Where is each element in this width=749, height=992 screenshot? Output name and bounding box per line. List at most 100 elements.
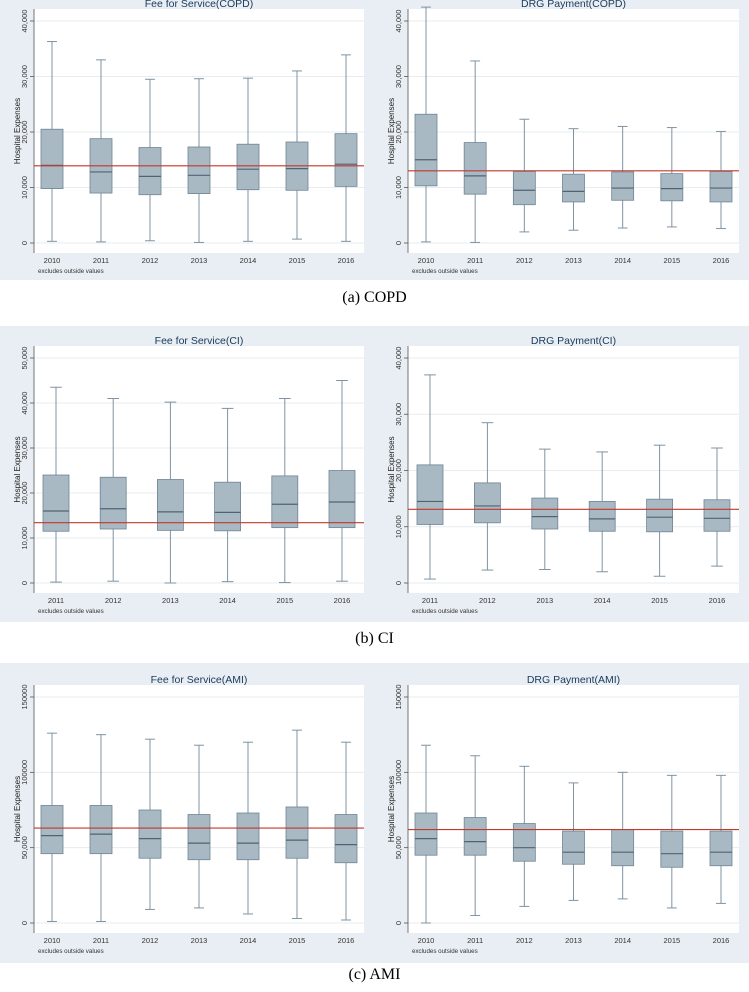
y-tick-label: 100000 <box>394 760 403 785</box>
box-2011 <box>42 386 70 583</box>
box-2013 <box>562 782 585 901</box>
box-plot-drg-ami: DRG Payment(AMI) 0 50,000 100000 150000 Hospi… <box>387 674 739 955</box>
chart-title: Fee for Service(AMI) <box>151 674 248 686</box>
iqr-box <box>334 814 358 864</box>
box-2016 <box>709 774 733 904</box>
iqr-box <box>89 805 113 855</box>
iqr-box <box>660 830 684 868</box>
y-tick-label: 0 <box>394 241 403 245</box>
iqr-box <box>611 171 635 201</box>
iqr-box <box>703 499 731 532</box>
iqr-box <box>187 814 211 861</box>
y-axis-label: Hospital Expenses <box>13 436 22 502</box>
x-tick-label: 2016 <box>713 256 730 265</box>
excludes-outside-values-note: excludes outside values <box>38 948 104 955</box>
x-tick-label: 2012 <box>142 936 159 945</box>
x-tick-label: 2011 <box>467 256 483 265</box>
y-tick-label: 20,000 <box>20 482 29 505</box>
x-tick-label: 2013 <box>162 596 179 605</box>
x-tick-label: 2011 <box>48 596 64 605</box>
x-tick-label: 2016 <box>338 256 355 265</box>
chart-title: DRG Payment(CI) <box>531 335 616 347</box>
box-2014 <box>611 771 635 900</box>
box-2013 <box>531 448 559 570</box>
iqr-box <box>285 806 309 859</box>
box-2015 <box>646 444 674 577</box>
iqr-box <box>271 475 299 529</box>
iqr-box <box>187 146 211 195</box>
iqr-box <box>328 470 356 529</box>
box-2010 <box>414 6 438 243</box>
y-tick-label: 20,000 <box>20 121 29 144</box>
x-tick-label: 2011 <box>93 256 109 265</box>
box-plot-ffs-ci: Fee for Service(CI) 0 10,000 20,000 30,000 40… <box>13 335 364 615</box>
y-tick-label: 30,000 <box>20 65 29 88</box>
box-2012 <box>512 118 536 233</box>
x-tick-label: 2013 <box>191 936 208 945</box>
iqr-box <box>588 501 616 532</box>
box-2011 <box>416 374 444 580</box>
x-tick-label: 2013 <box>536 596 553 605</box>
iqr-box <box>138 809 162 859</box>
x-tick-label: 2015 <box>289 936 306 945</box>
box-2013 <box>187 78 211 243</box>
box-2010 <box>40 41 64 242</box>
plot-area <box>34 346 364 593</box>
x-tick-label: 2016 <box>338 936 355 945</box>
iqr-box <box>512 171 536 206</box>
box-2012 <box>512 765 536 907</box>
plot-area <box>408 346 739 593</box>
box-2011 <box>89 734 113 922</box>
x-tick-label: 2013 <box>191 256 208 265</box>
x-tick-label: 2012 <box>105 596 122 605</box>
excludes-outside-values-note: excludes outside values <box>412 608 478 615</box>
x-tick-label: 2015 <box>663 256 680 265</box>
y-tick-label: 0 <box>20 241 29 245</box>
x-tick-label: 2015 <box>276 596 293 605</box>
iqr-box <box>416 464 444 525</box>
box-2013 <box>156 401 184 584</box>
iqr-box <box>562 173 585 203</box>
excludes-outside-values-note: excludes outside values <box>38 608 104 615</box>
box-2010 <box>414 744 438 924</box>
x-tick-label: 2016 <box>713 936 730 945</box>
box-2016 <box>334 741 358 921</box>
y-tick-label: 40,000 <box>20 10 29 33</box>
box-2016 <box>703 447 731 567</box>
iqr-box <box>512 823 536 862</box>
y-axis-label: Hospital Expenses <box>387 436 396 502</box>
iqr-box <box>463 142 487 195</box>
chart-title: DRG Payment(AMI) <box>527 674 620 686</box>
x-tick-label: 2011 <box>93 936 109 945</box>
y-tick-label: 30,000 <box>20 437 29 460</box>
y-tick-label: 20,000 <box>394 459 403 482</box>
iqr-box <box>414 113 438 187</box>
iqr-box <box>214 481 242 532</box>
iqr-box <box>562 830 585 865</box>
iqr-box <box>156 479 184 531</box>
box-2016 <box>709 130 733 230</box>
y-tick-label: 50,000 <box>20 347 29 370</box>
y-tick-label: 0 <box>394 581 403 585</box>
iqr-box <box>236 812 260 861</box>
box-2012 <box>99 398 127 582</box>
iqr-box <box>531 497 559 530</box>
x-tick-label: 2010 <box>44 256 61 265</box>
iqr-box <box>138 147 162 196</box>
excludes-outside-values-note: excludes outside values <box>412 268 478 275</box>
y-axis-label: Hospital Expenses <box>387 776 396 842</box>
iqr-box <box>709 171 733 203</box>
x-tick-label: 2015 <box>663 936 680 945</box>
x-tick-label: 2014 <box>594 596 611 605</box>
iqr-box <box>42 474 70 532</box>
iqr-box <box>334 133 358 187</box>
y-tick-label: 10,000 <box>394 515 403 538</box>
box-2016 <box>334 54 358 242</box>
y-tick-label: 20,000 <box>394 121 403 144</box>
x-tick-label: 2014 <box>614 936 631 945</box>
excludes-outside-values-note: excludes outside values <box>38 268 104 275</box>
box-2012 <box>138 738 162 910</box>
y-tick-label: 0 <box>20 921 29 925</box>
iqr-box <box>99 476 127 530</box>
x-tick-label: 2010 <box>418 936 435 945</box>
